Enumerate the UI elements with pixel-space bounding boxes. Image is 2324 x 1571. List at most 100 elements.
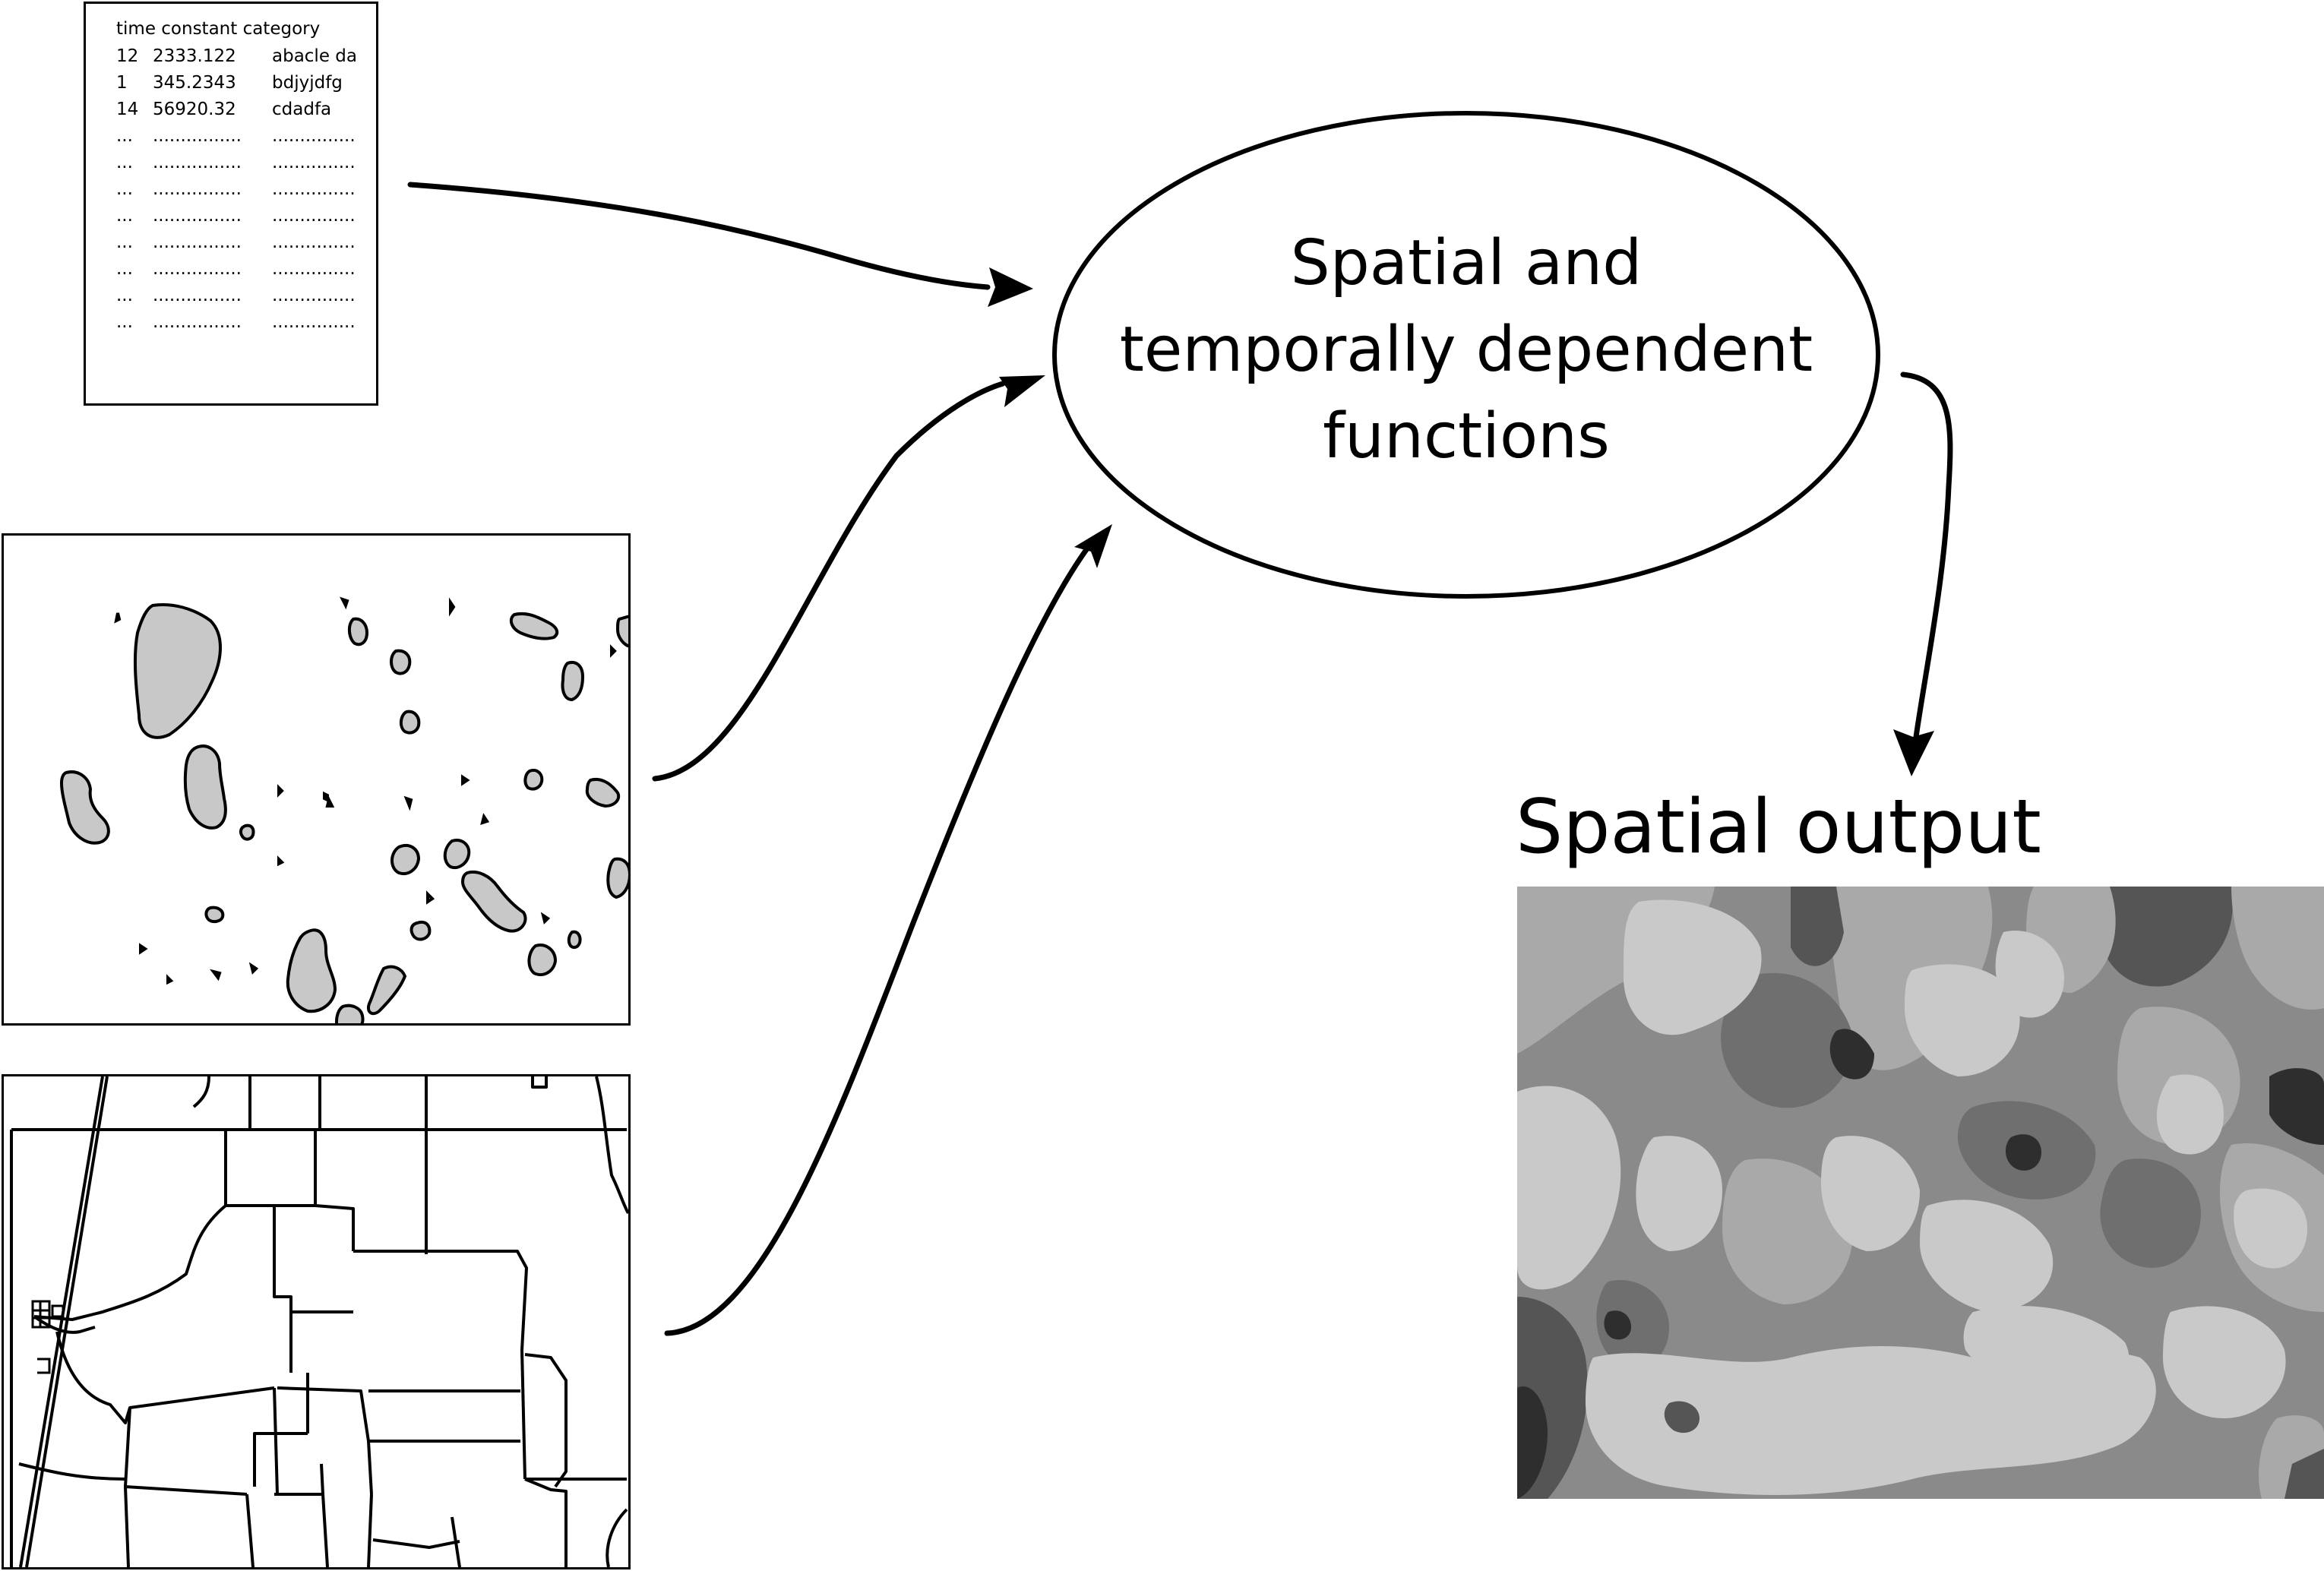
arrowhead-roads (1074, 524, 1112, 568)
table-cell-constant: ................ (153, 126, 242, 146)
lake-shape (616, 615, 628, 648)
road-network-map (2, 1074, 631, 1569)
road-line (18, 1462, 126, 1481)
small-feature (277, 855, 285, 867)
table-cell-constant: 345.2343 (153, 73, 236, 93)
lake-shape (461, 871, 527, 933)
road-line (315, 1204, 355, 1251)
arrow-roads-to-process (664, 536, 1097, 1336)
raster-region (1722, 1158, 1853, 1304)
raster-region (1664, 1401, 1700, 1433)
table-cell-category: ............... (272, 153, 356, 172)
raster-region (1829, 1029, 1874, 1079)
raster-region (1517, 1086, 1621, 1290)
road-line (595, 1076, 628, 1215)
raster-region (1963, 1306, 2130, 1388)
lake-shape (567, 930, 582, 950)
lake-shape (390, 844, 420, 875)
raster-region (2269, 1068, 2324, 1145)
attribute-table: time constant category 12 2333.122 abacle … (84, 2, 378, 406)
process-label-line: temporally dependent (1119, 314, 1813, 386)
lake-shape (443, 839, 471, 869)
small-feature (114, 612, 122, 624)
process-label-line: functions (1323, 400, 1610, 473)
small-feature (480, 813, 490, 826)
small-feature (340, 596, 349, 610)
small-feature (403, 795, 413, 811)
raster-region (1517, 1386, 1548, 1499)
raster-region (2005, 1134, 2041, 1171)
small-feature (461, 774, 470, 786)
road-line (125, 1485, 248, 1496)
road-line (192, 1076, 210, 1108)
road-line (451, 1516, 461, 1567)
road-line (372, 1538, 460, 1549)
table-cell-time: 1 (116, 73, 128, 93)
lake-shape (348, 617, 368, 646)
table-cell-time: ... (116, 126, 133, 146)
raster-region (2234, 1188, 2307, 1269)
road-line (273, 1206, 292, 1373)
process-label-line: Spatial and (1290, 227, 1643, 299)
small-feature (449, 597, 456, 617)
road-line (353, 1250, 528, 1480)
raster-region (2284, 1449, 2324, 1499)
small-feature (610, 644, 617, 658)
lake-shape (561, 661, 584, 701)
table-cell-time: ... (116, 259, 133, 279)
small-feature (426, 890, 435, 905)
lake-shape (523, 769, 544, 791)
parcel-block (37, 1358, 51, 1374)
process-ellipse (1052, 111, 1880, 599)
table-cell-time: ... (116, 312, 133, 332)
small-feature (210, 969, 222, 981)
raster-region (2100, 1158, 2201, 1268)
lake-shape (509, 612, 559, 640)
table-cell-constant: ................ (153, 153, 242, 172)
lake-shape (390, 649, 412, 675)
arrowhead-output (1893, 729, 1934, 776)
table-cell-category: ............... (272, 259, 356, 279)
road-line (531, 1076, 548, 1089)
arrowhead-polygons (999, 375, 1045, 407)
road-line (524, 1478, 568, 1567)
table-cell-constant: ................ (153, 206, 242, 226)
road-line (273, 1387, 279, 1495)
arrow-process-to-output (1900, 371, 1953, 740)
table-cell-constant: ................ (153, 179, 242, 199)
small-feature (166, 974, 174, 985)
spatial-output-drawing (1517, 887, 2324, 1499)
table-cell-category: ............... (272, 179, 356, 199)
lake-shape (527, 944, 557, 976)
raster-region (1596, 1280, 1669, 1367)
road-network-drawing (10, 1076, 628, 1567)
road-line (33, 1204, 227, 1321)
polygon-map-drawing (60, 596, 628, 1023)
lake-shape (183, 744, 227, 830)
table-cell-time: ... (116, 286, 133, 305)
small-feature (277, 784, 284, 798)
table-cell-constant: ................ (153, 312, 242, 332)
road-line (367, 1494, 373, 1567)
table-cell-time: ... (116, 179, 133, 199)
spatial-output-raster (1517, 887, 2324, 1499)
small-feature (139, 943, 148, 955)
road-line (19, 1076, 104, 1567)
raster-region (2231, 887, 2324, 1010)
parcel-block (51, 1304, 65, 1318)
table-cell-time: ... (116, 232, 133, 252)
lake-shape (400, 710, 421, 735)
process-label: Spatial and temporally dependent functio… (1064, 220, 1869, 480)
raster-region (2095, 887, 2233, 987)
small-feature (325, 795, 335, 808)
table-cell-time: 12 (116, 46, 139, 66)
road-line (25, 1076, 109, 1567)
raster-region (1995, 931, 2064, 1018)
output-title: Spatial output (1516, 784, 2041, 871)
small-feature (540, 912, 551, 925)
raster-region (1604, 1310, 1631, 1340)
table-cell-category: ............... (272, 232, 356, 252)
arrow-table-to-process (407, 182, 991, 290)
parcel-block (33, 1301, 49, 1327)
road-line (55, 1331, 275, 1424)
